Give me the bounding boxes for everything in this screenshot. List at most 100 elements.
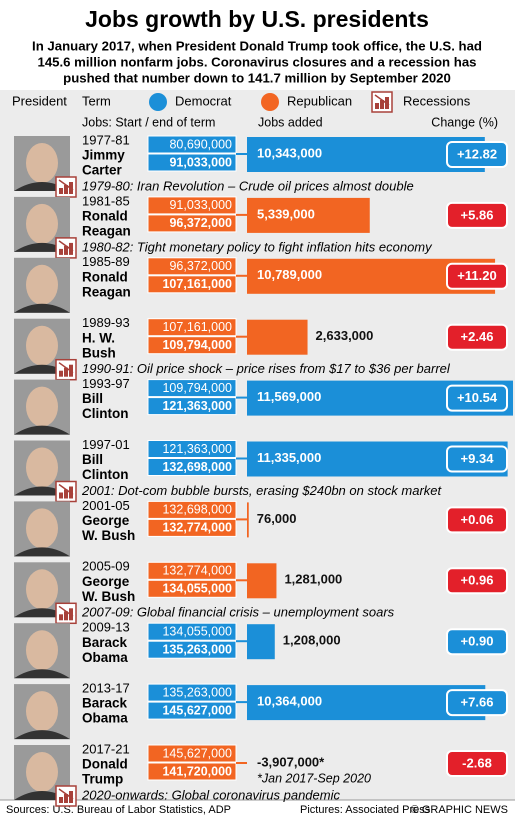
start-label: 135,263,000 xyxy=(162,685,232,699)
term: 1981-85 xyxy=(82,193,130,208)
recession-icon-bar xyxy=(59,248,63,255)
change-badge xyxy=(446,506,508,534)
recession-icon-bar xyxy=(59,370,63,377)
end-label: 109,794,000 xyxy=(162,338,232,352)
change-label: +2.46 xyxy=(461,329,494,344)
photo-face xyxy=(26,203,58,244)
start-label: 132,698,000 xyxy=(162,503,232,517)
recession-note: 2007-09: Global financial crisis – unemp… xyxy=(81,605,395,620)
bar xyxy=(247,197,370,233)
change-badge xyxy=(446,567,508,595)
source: Sources: U.S. Bureau of Labor Statistics… xyxy=(6,804,231,816)
end-box xyxy=(147,336,237,355)
term: 2001-05 xyxy=(82,498,130,513)
recession-icon-bar xyxy=(59,492,63,499)
legend-swatch xyxy=(149,93,167,111)
start-box xyxy=(147,440,237,458)
photo-face xyxy=(26,386,58,427)
end-label: 96,372,000 xyxy=(169,216,232,230)
photo-face xyxy=(26,691,58,732)
bar xyxy=(247,624,275,660)
recession-icon-bar xyxy=(64,367,68,377)
start-label: 109,794,000 xyxy=(162,381,232,395)
header: President xyxy=(12,93,67,108)
recession-note: 1980-82: Tight monetary policy to fight … xyxy=(82,239,433,254)
recession-icon-bar xyxy=(64,185,68,194)
change-badge xyxy=(446,201,508,229)
recession-note: 1979-80: Iran Revolution – Crude oil pri… xyxy=(82,178,414,193)
president-name: H. W. xyxy=(82,330,115,345)
added-label: 1,281,000 xyxy=(284,572,342,587)
end-label: 121,363,000 xyxy=(162,399,232,413)
photo-face xyxy=(26,508,58,549)
photo-face xyxy=(26,752,58,792)
start-label: 145,627,000 xyxy=(162,746,232,760)
photo-suit xyxy=(14,547,70,557)
change-label: +5.86 xyxy=(461,207,494,222)
end-label: 91,033,000 xyxy=(169,155,232,169)
change-badge xyxy=(446,689,508,717)
pictures: Pictures: Associated Press xyxy=(300,804,431,816)
credit: © GRAPHIC NEWS xyxy=(411,804,508,816)
legend-label: Democrat xyxy=(175,93,232,108)
change-badge xyxy=(446,750,508,777)
end-label: 107,161,000 xyxy=(162,277,232,291)
term: 2009-13 xyxy=(82,620,130,635)
term: 1977-81 xyxy=(82,132,130,147)
photo-face xyxy=(26,325,58,366)
term: 1989-93 xyxy=(82,315,130,330)
change-badge xyxy=(446,323,508,351)
recession-icon-bar xyxy=(375,103,379,109)
president-name: Carter xyxy=(82,163,123,178)
president-name: Bill xyxy=(82,452,103,467)
end-box xyxy=(147,579,237,598)
added-label: 76,000 xyxy=(257,511,297,526)
president-name: Jimmy xyxy=(82,148,125,163)
president-name: Ronald xyxy=(82,208,128,223)
recession-icon-arrow xyxy=(58,362,74,374)
end-box xyxy=(147,701,237,720)
end-box xyxy=(147,214,237,233)
start-box xyxy=(147,500,237,519)
change-badge xyxy=(446,445,508,473)
added-note: *Jan 2017-Sep 2020 xyxy=(257,771,371,785)
header: Jobs added xyxy=(258,115,323,129)
start-label: 96,372,000 xyxy=(169,259,232,273)
recession-icon-bar xyxy=(380,100,384,109)
photo-face xyxy=(26,447,58,488)
recession-icon-arrow xyxy=(58,788,74,800)
president-name: Reagan xyxy=(82,284,131,299)
president-name: Reagan xyxy=(82,223,131,238)
legend-label: Republican xyxy=(287,93,352,108)
change-label: +0.96 xyxy=(461,573,494,588)
recession-note: 2020-onwards: Global coronavirus pandemi… xyxy=(81,787,340,802)
added-label: 11,335,000 xyxy=(257,450,321,465)
end-label: 132,774,000 xyxy=(162,521,232,535)
bar xyxy=(247,137,485,172)
president-name: Clinton xyxy=(82,467,129,482)
change-label: +10.54 xyxy=(457,390,498,405)
start-box xyxy=(147,196,237,215)
subtitle: 145.6 million nonfarm jobs. Coronavirus … xyxy=(38,54,477,69)
start-label: 134,055,000 xyxy=(162,624,232,638)
president-name: Ronald xyxy=(82,269,128,284)
start-box xyxy=(147,257,237,276)
term: 1997-01 xyxy=(82,437,130,452)
added-label: 10,364,000 xyxy=(257,694,322,709)
president-name: Obama xyxy=(82,711,128,726)
photo-face xyxy=(26,569,58,610)
recession-note: 1990-91: Oil price shock – price rises f… xyxy=(82,361,451,376)
bar xyxy=(247,502,249,538)
title: Jobs growth by U.S. presidents xyxy=(85,6,429,32)
term: 2013-17 xyxy=(82,681,130,696)
start-label: 132,774,000 xyxy=(162,564,232,578)
term: 1985-89 xyxy=(82,254,130,269)
recession-icon-bar xyxy=(59,614,63,621)
change-label: +9.34 xyxy=(461,451,495,466)
legend-swatch xyxy=(261,93,279,111)
header: Change (%) xyxy=(431,115,498,129)
end-label: 135,263,000 xyxy=(162,642,232,656)
president-name: Trump xyxy=(82,772,123,787)
added-label: 10,343,000 xyxy=(257,145,322,160)
